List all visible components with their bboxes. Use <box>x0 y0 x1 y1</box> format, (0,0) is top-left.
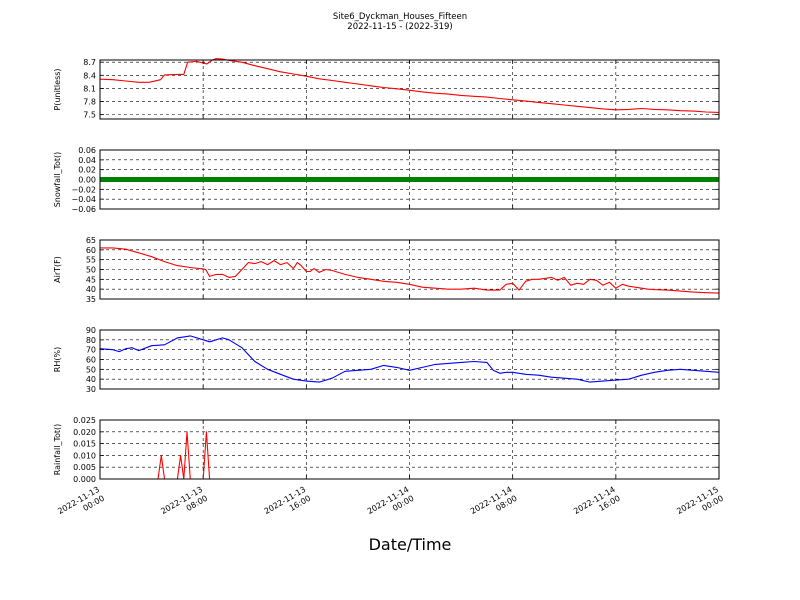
y-axis-label: RH(%) <box>53 347 62 372</box>
figure-subtitle: 2022-11-15 - (2022-319) <box>347 22 452 32</box>
y-tick-label: 0.025 <box>73 416 96 425</box>
axes-frame <box>99 59 720 120</box>
y-tick-label: 45 <box>86 275 96 284</box>
chart-panel-2: −0.06−0.04−0.020.000.020.040.06 Snowfall_… <box>53 146 720 214</box>
y-tick-label: −0.02 <box>71 185 96 194</box>
y-tick-label: −0.06 <box>71 205 96 214</box>
y-tick-label: 0.04 <box>78 156 96 165</box>
y-tick-label: 8.1 <box>83 84 96 93</box>
series-line <box>100 247 720 294</box>
series-line <box>99 335 720 383</box>
y-tick-label: 0.00 <box>78 176 96 185</box>
y-tick-label: 0.06 <box>78 146 96 155</box>
y-axis-label: P(unitless) <box>53 68 62 110</box>
series-line <box>99 58 720 113</box>
y-tick-label: 35 <box>86 295 96 304</box>
y-tick-label: 65 <box>86 236 96 245</box>
y-tick-label: 70 <box>86 346 96 355</box>
chart-panel-1: 7.5 7.8 8.1 8.4 8.7 P(unitless) <box>53 58 720 120</box>
y-tick-label: 55 <box>86 256 96 265</box>
y-tick-label: 90 <box>86 326 96 335</box>
axes-frame <box>99 329 720 390</box>
y-tick-label: 0.02 <box>78 166 96 175</box>
y-tick-label: 60 <box>86 246 96 255</box>
y-tick-label: 50 <box>86 266 96 275</box>
y-tick-label: 8.7 <box>83 58 96 67</box>
figure-title: Site6_Dyckman_Houses_Fifteen <box>333 12 467 22</box>
y-tick-label: 0.020 <box>73 428 96 437</box>
y-tick-label: 30 <box>86 385 96 394</box>
y-tick-label: 8.4 <box>83 71 96 80</box>
axes-frame <box>99 239 720 300</box>
y-tick-label: 50 <box>86 365 96 374</box>
y-axis-label: AirT(F) <box>53 256 62 283</box>
y-tick-label: 0.010 <box>73 451 96 460</box>
y-tick-label: 0.015 <box>73 440 96 449</box>
y-tick-label: 40 <box>86 285 96 294</box>
y-tick-label: 0.005 <box>73 463 96 472</box>
y-tick-label: −0.04 <box>71 195 96 204</box>
chart-panel-5: 0.000 0.005 0.010 0.015 0.020 0.025 Rainfall_T… <box>53 416 720 484</box>
x-axis-label: Date/Time <box>369 535 452 554</box>
y-tick-label: 40 <box>86 375 96 384</box>
axes-frame <box>99 149 720 210</box>
y-tick-label: 80 <box>86 336 96 345</box>
y-tick-label: 7.5 <box>83 111 96 120</box>
axes-frame <box>99 419 720 480</box>
y-axis-label: Snowfall_Tot() <box>53 152 62 208</box>
y-tick-label: 60 <box>86 356 96 365</box>
y-tick-label: 7.8 <box>83 98 96 107</box>
y-tick-label: 0.000 <box>73 475 96 484</box>
y-axis-label: Rainfall_Tot() <box>53 424 62 476</box>
